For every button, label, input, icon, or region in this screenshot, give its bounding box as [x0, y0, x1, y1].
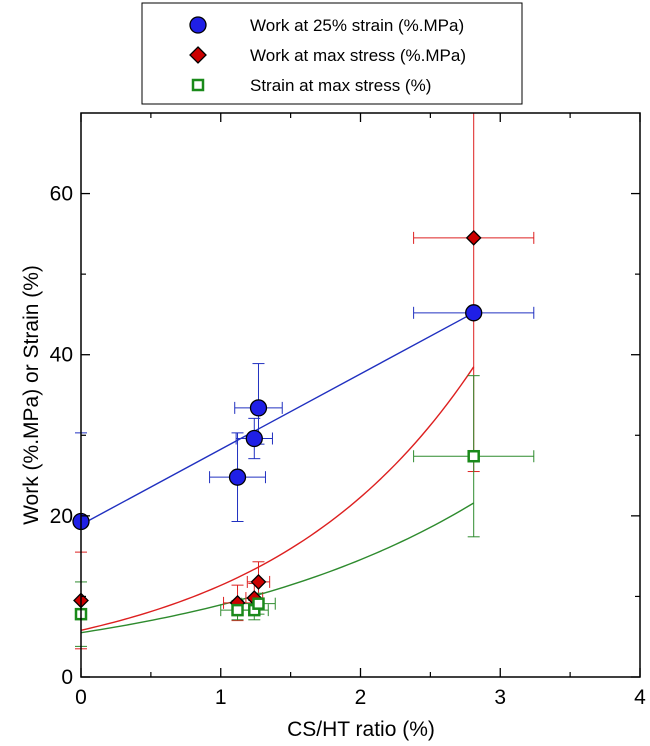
- plot-frame: [80, 112, 641, 678]
- y-axis-label: Work (%.MPa) or Strain (%): [20, 265, 43, 525]
- x-tick-label: 4: [634, 686, 646, 709]
- legend-marker-square: [191, 78, 205, 92]
- fit-line-series-0: [80, 312, 475, 526]
- y-tick-label: 40: [50, 344, 73, 367]
- y-tick-label: 20: [50, 505, 73, 528]
- point-work-25-strain: [465, 304, 483, 322]
- legend-label-work-max: Work at max stress (%.MPa): [250, 46, 466, 65]
- legend-item-strain-max: Strain at max stress (%): [191, 76, 431, 95]
- legend-label-strain-max: Strain at max stress (%): [250, 76, 431, 95]
- x-tick-label: 1: [215, 686, 227, 709]
- x-axis-label: CS/HT ratio (%): [287, 718, 435, 741]
- error-bars: [75, 113, 535, 650]
- data-markers: [72, 229, 483, 621]
- point-strain-max-stress: [467, 449, 480, 463]
- point-work-max-stress: [465, 229, 482, 246]
- point-work-25-strain: [228, 468, 247, 486]
- legend-marker-circle: [189, 16, 207, 34]
- point-work-max-stress: [250, 574, 267, 590]
- legend-label-work-25: Work at 25% strain (%.MPa): [250, 16, 464, 35]
- x-tick-label: 3: [494, 686, 506, 709]
- y-tick-label: 60: [50, 183, 73, 206]
- point-work-25-strain: [249, 399, 268, 417]
- fit-line-series-2: [80, 502, 475, 634]
- y-tick-label: 0: [61, 666, 73, 689]
- point-strain-max-stress: [252, 597, 265, 610]
- x-tick-label: 2: [355, 686, 367, 709]
- legend: Work at 25% strain (%.MPa) Work at max s…: [141, 2, 523, 105]
- legend-item-work-max: Work at max stress (%.MPa): [189, 46, 466, 65]
- x-tick-label: 0: [75, 686, 87, 709]
- fit-line-series-1: [80, 366, 475, 631]
- legend-item-work-25: Work at 25% strain (%.MPa): [189, 16, 464, 35]
- point-strain-max-stress: [231, 603, 244, 617]
- fit-lines: [80, 312, 475, 634]
- point-work-25-strain: [245, 429, 263, 448]
- legend-marker-diamond: [189, 46, 207, 64]
